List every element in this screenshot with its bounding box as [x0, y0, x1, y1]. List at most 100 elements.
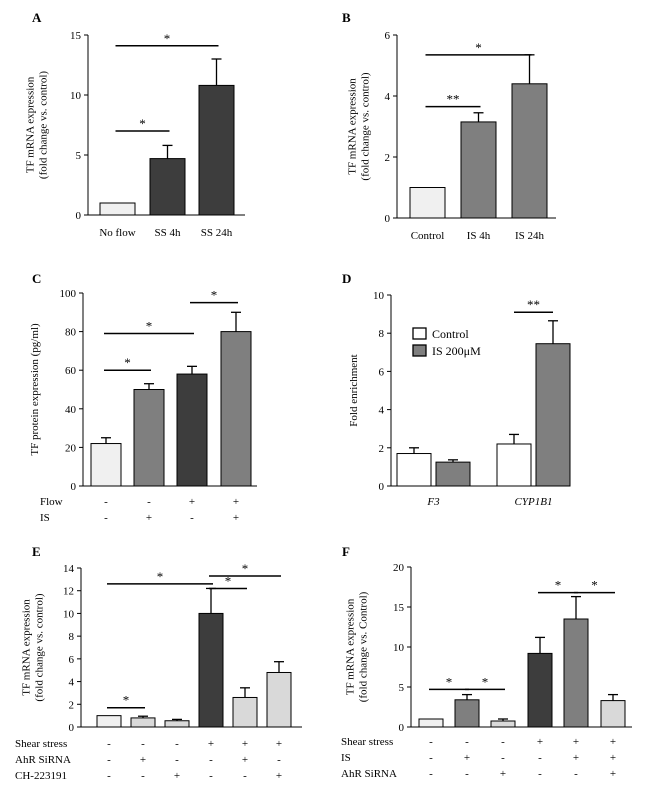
significance-mark: *	[146, 319, 153, 334]
condition-mark: +	[208, 738, 214, 750]
condition-mark: -	[107, 754, 111, 766]
condition-mark: -	[538, 752, 542, 764]
y-tick-label: 0	[69, 722, 75, 734]
y-axis-label: TF mRNA expression	[345, 598, 357, 695]
bar	[409, 187, 446, 219]
panel-d: D Fold enrichment 0 2 4 6 8 10 F3 CYP1B1 Control IS…	[342, 271, 571, 508]
y-tick-label: 0	[379, 481, 385, 493]
panel-f: F TF mRNA expression (fold change vs. Cont…	[341, 544, 632, 780]
condition-mark: -	[429, 768, 433, 780]
bar	[176, 373, 208, 487]
condition-mark: -	[465, 736, 469, 748]
condition-label: CH-223191	[15, 770, 67, 782]
condition-mark: +	[610, 752, 616, 764]
bar	[460, 121, 497, 219]
condition-mark: -	[175, 738, 179, 750]
condition-mark: +	[537, 736, 543, 748]
bar	[496, 443, 532, 487]
bar	[454, 699, 480, 728]
bar	[435, 461, 471, 487]
condition-mark: -	[501, 736, 505, 748]
y-tick-label: 2	[385, 152, 391, 164]
y-axis-label: TF protein expression (pg/ml)	[29, 323, 41, 456]
condition-label: AhR SiRNA	[15, 754, 71, 766]
x-tick-label: SS 24h	[201, 227, 233, 239]
significance-mark: *	[555, 578, 562, 593]
condition-label: Flow	[40, 496, 63, 508]
y-tick-label: 12	[63, 586, 74, 598]
y-tick-label: 6	[385, 30, 391, 42]
bar	[563, 618, 589, 728]
significance-mark: *	[211, 288, 218, 303]
condition-mark: -	[175, 754, 179, 766]
y-axis-label: (fold change vs. control)	[360, 72, 372, 180]
significance-mark: *	[242, 561, 249, 576]
y-tick-label: 10	[63, 608, 75, 620]
bar	[149, 158, 186, 216]
legend-swatch	[412, 327, 427, 340]
bar	[130, 717, 156, 728]
bar	[164, 720, 190, 728]
condition-mark: -	[141, 770, 145, 782]
x-tick-label: CYP1B1	[515, 496, 553, 508]
y-tick-label: 10	[70, 90, 82, 102]
condition-mark: +	[464, 752, 470, 764]
y-tick-label: 10	[373, 290, 385, 302]
condition-mark: -	[465, 768, 469, 780]
condition-mark: +	[233, 512, 239, 524]
significance-mark: *	[164, 31, 171, 46]
bar	[198, 612, 224, 728]
y-tick-label: 5	[399, 682, 405, 694]
condition-label: IS	[341, 752, 351, 764]
significance-mark: *	[157, 569, 164, 584]
bar	[96, 715, 122, 728]
y-tick-label: 2	[379, 443, 385, 455]
y-axis-label: (fold change vs. control)	[38, 71, 50, 179]
legend-label: IS 200μM	[432, 344, 481, 358]
condition-mark: -	[190, 512, 194, 524]
x-tick-label: F3	[426, 496, 440, 508]
y-axis-label: (fold change vs. control)	[34, 593, 46, 701]
y-tick-label: 4	[69, 677, 75, 689]
significance-mark: *	[124, 355, 131, 370]
x-tick-label: No flow	[99, 227, 135, 239]
y-tick-label: 14	[63, 563, 75, 575]
x-tick-label: IS 4h	[467, 230, 491, 242]
bar	[511, 83, 548, 219]
x-tick-label: SS 4h	[155, 227, 181, 239]
y-tick-label: 10	[393, 642, 405, 654]
bar	[99, 202, 136, 216]
significance-mark: *	[591, 578, 598, 593]
y-tick-label: 6	[69, 654, 75, 666]
significance-mark: *	[475, 40, 482, 55]
condition-mark: -	[209, 770, 213, 782]
panel-letter: D	[342, 271, 351, 286]
bar	[600, 700, 626, 728]
condition-mark: -	[104, 496, 108, 508]
bar	[266, 671, 292, 728]
panel-letter: A	[32, 10, 42, 25]
y-tick-label: 8	[379, 328, 385, 340]
condition-mark: +	[189, 496, 195, 508]
bar	[133, 389, 165, 487]
significance-mark: **	[527, 297, 540, 312]
condition-mark: -	[243, 770, 247, 782]
condition-mark: -	[107, 770, 111, 782]
condition-mark: +	[242, 754, 248, 766]
significance-mark: *	[446, 674, 453, 689]
condition-label: AhR SiRNA	[341, 768, 397, 780]
significance-mark: *	[123, 693, 130, 708]
condition-mark: +	[500, 768, 506, 780]
condition-mark: -	[429, 736, 433, 748]
y-tick-label: 4	[379, 405, 385, 417]
legend-label: Control	[432, 327, 469, 341]
significance-mark: *	[139, 116, 146, 131]
significance-mark: **	[447, 92, 460, 107]
panel-letter: C	[32, 271, 41, 286]
bar	[535, 343, 571, 487]
condition-mark: +	[573, 752, 579, 764]
bar	[220, 331, 252, 487]
y-tick-label: 0	[76, 210, 82, 222]
y-tick-label: 20	[65, 442, 77, 454]
legend-swatch	[412, 344, 427, 357]
